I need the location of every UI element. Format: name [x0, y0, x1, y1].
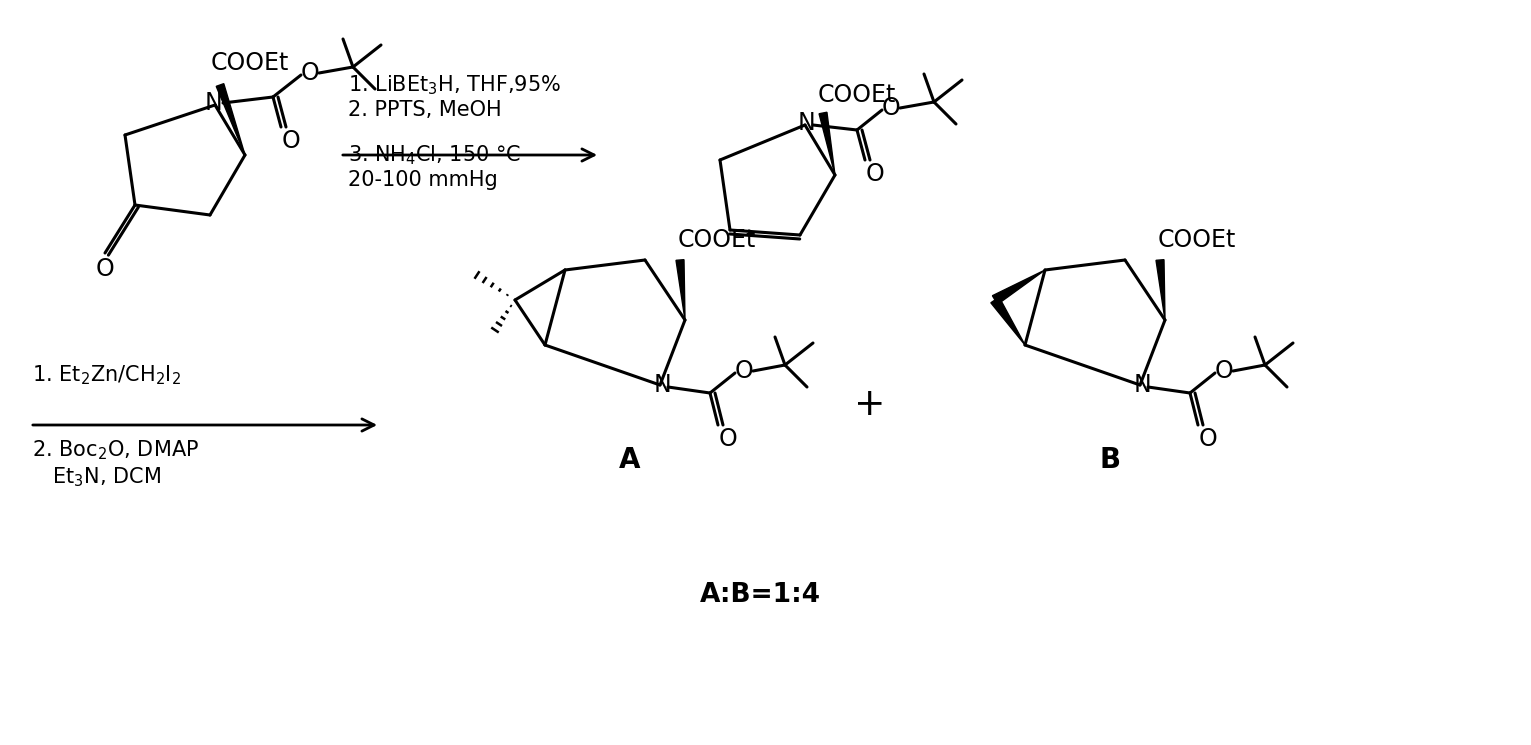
Text: O: O — [300, 61, 320, 85]
Text: 1. LiBEt$_3$H, THF,95%: 1. LiBEt$_3$H, THF,95% — [348, 73, 560, 97]
Polygon shape — [216, 83, 245, 155]
Text: O: O — [882, 96, 900, 120]
Text: O: O — [95, 257, 115, 281]
Text: 3. NH$_4$Cl, 150 °C: 3. NH$_4$Cl, 150 °C — [348, 143, 521, 167]
Polygon shape — [992, 270, 1046, 304]
Text: COOEt: COOEt — [818, 83, 896, 107]
Text: 1. Et$_2$Zn/CH$_2$I$_2$: 1. Et$_2$Zn/CH$_2$I$_2$ — [32, 364, 181, 387]
Text: 2. Boc$_2$O, DMAP: 2. Boc$_2$O, DMAP — [32, 438, 199, 462]
Polygon shape — [1156, 260, 1165, 320]
Text: COOEt: COOEt — [1157, 228, 1236, 252]
Text: N: N — [1133, 373, 1151, 397]
Text: A: A — [619, 446, 641, 474]
Text: 2. PPTS, MeOH: 2. PPTS, MeOH — [348, 100, 502, 120]
Text: +: + — [854, 387, 886, 423]
Text: O: O — [282, 129, 300, 153]
Text: Et$_3$N, DCM: Et$_3$N, DCM — [52, 465, 161, 489]
Text: N: N — [654, 373, 671, 397]
Text: B: B — [1099, 446, 1121, 474]
Text: A:B=1:4: A:B=1:4 — [700, 582, 821, 608]
Polygon shape — [819, 112, 834, 175]
Text: 20-100 mmHg: 20-100 mmHg — [348, 170, 498, 190]
Polygon shape — [677, 260, 684, 320]
Text: COOEt: COOEt — [678, 228, 756, 252]
Text: N: N — [798, 111, 814, 135]
Polygon shape — [991, 297, 1024, 345]
Text: O: O — [1199, 427, 1217, 451]
Text: N: N — [204, 91, 222, 115]
Text: O: O — [865, 162, 885, 186]
Text: O: O — [735, 359, 753, 383]
Text: O: O — [718, 427, 738, 451]
Text: O: O — [1214, 359, 1234, 383]
Text: COOEt: COOEt — [211, 51, 289, 75]
